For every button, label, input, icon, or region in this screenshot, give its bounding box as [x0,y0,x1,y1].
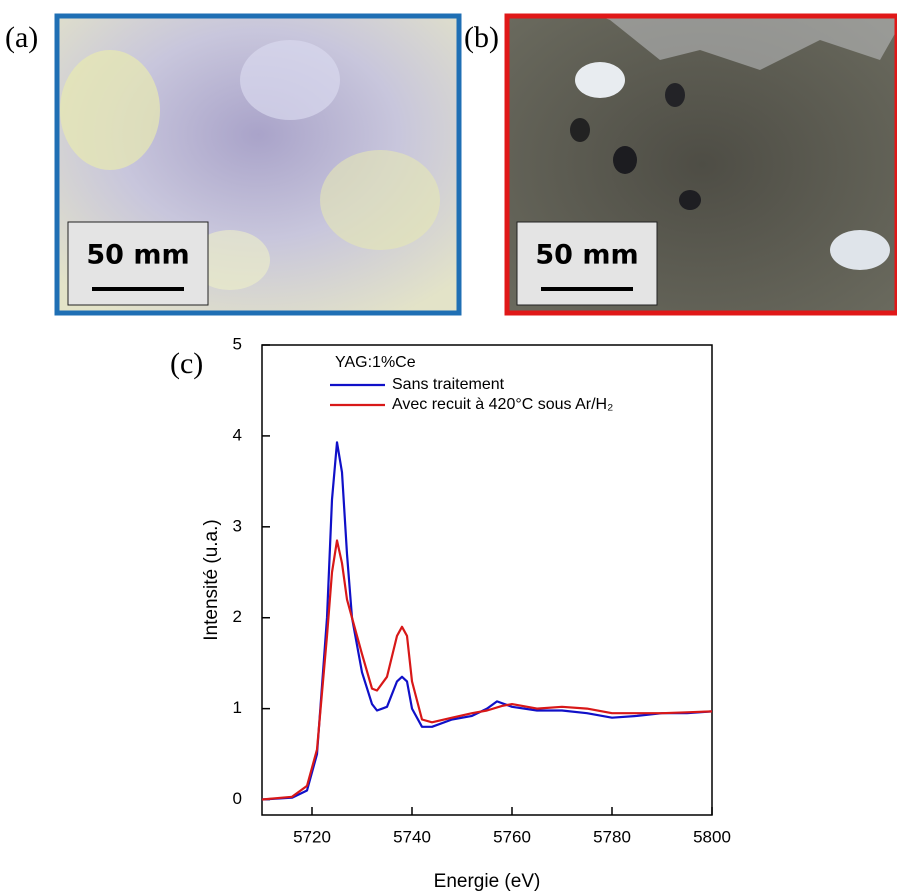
panel-label: (b) [464,21,499,54]
x-tick-label: 5800 [693,827,731,846]
x-tick-label: 5780 [593,827,631,846]
scale-bar-label: 50 mm [86,240,189,271]
y-tick-label: 1 [233,698,242,717]
photo-b: 50 mm [504,13,897,316]
legend-label: Sans traitement [392,376,505,393]
y-tick-label: 3 [233,516,242,535]
x-tick-label: 5720 [293,827,331,846]
x-tick-label: 5760 [493,827,531,846]
x-tick-label: 5740 [393,827,431,846]
legend-label: Avec recuit à 420°C sous Ar/H₂ [392,396,613,413]
x-axis-label: Energie (eV) [434,871,541,892]
panel-label: (a) [5,21,38,54]
y-axis-label: Intensité (u.a.) [201,519,222,640]
plot-frame [261,344,713,816]
legend-title: YAG:1%Ce [335,354,416,371]
photo-a: 50 mm [54,13,462,316]
y-tick-label: 2 [233,607,242,626]
y-tick-label: 4 [233,425,242,444]
y-tick-label: 5 [233,334,242,353]
scale-bar-label: 50 mm [535,240,638,271]
panel-label: (c) [170,347,203,380]
series-line [261,539,713,801]
series-line [261,441,713,801]
y-tick-label: 0 [233,789,242,808]
